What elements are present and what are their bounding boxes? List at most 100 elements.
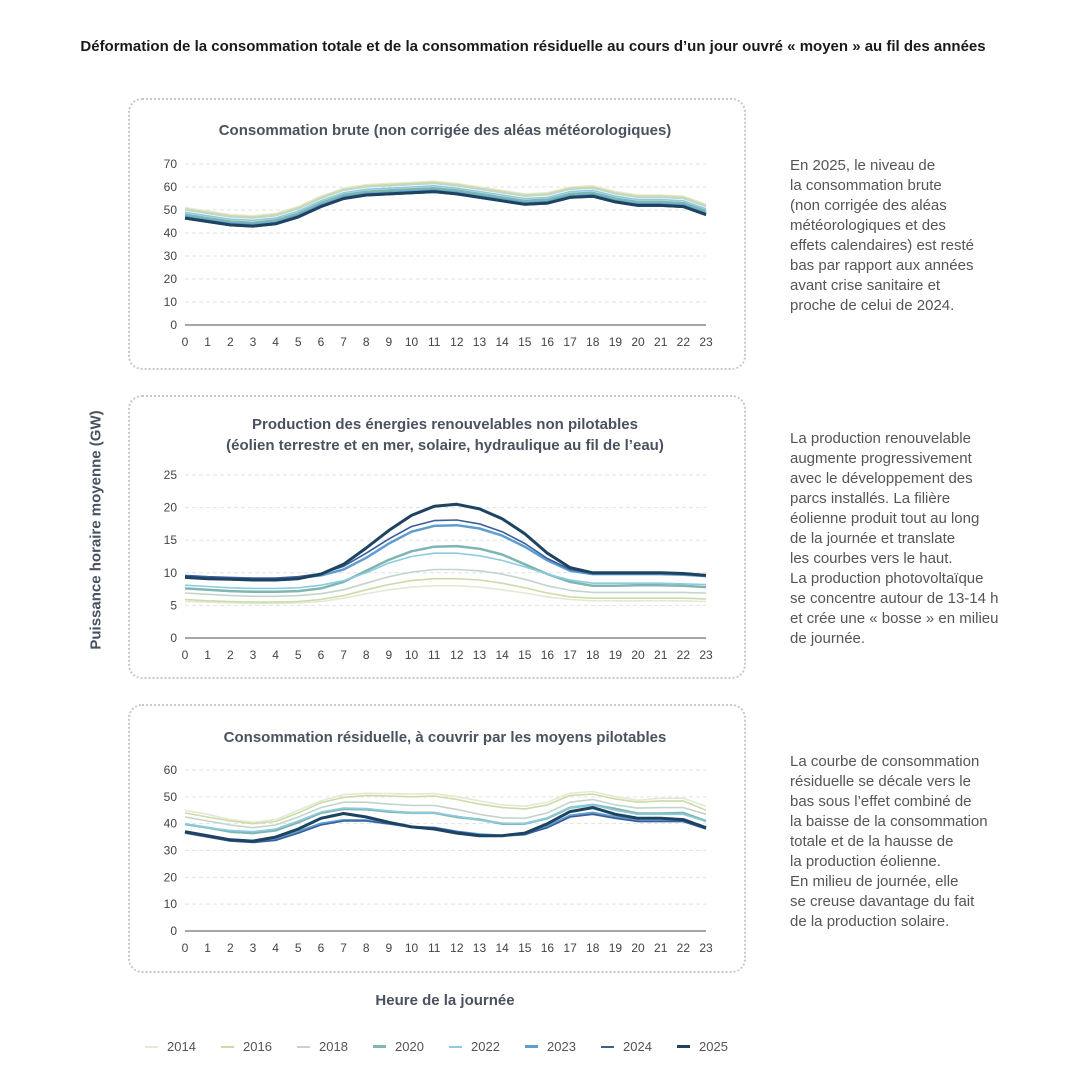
x-tick-label: 11	[428, 648, 441, 662]
x-tick-label: 11	[428, 335, 441, 349]
series-line-2025	[184, 806, 707, 843]
x-tick-label: 20	[631, 335, 645, 349]
series-line-2022	[184, 804, 707, 833]
legend-swatch	[525, 1045, 538, 1048]
legend-item-2018: 2018	[297, 1039, 373, 1054]
note-residual: La courbe de consommation résiduelle se …	[790, 753, 988, 930]
x-tick-label: 5	[295, 941, 302, 955]
x-tick-label: 14	[495, 335, 509, 349]
y-tick-label: 10	[164, 566, 178, 580]
y-tick-label: 25	[164, 468, 178, 482]
x-tick-label: 11	[428, 941, 441, 955]
x-tick-label: 3	[250, 941, 257, 955]
x-tick-label: 4	[272, 941, 279, 955]
x-tick-label: 22	[677, 335, 691, 349]
x-tick-label: 16	[541, 335, 555, 349]
series-line-2022	[184, 185, 707, 222]
x-axis-label: Heure de la journée	[375, 992, 515, 1009]
y-tick-label: 60	[164, 180, 178, 194]
x-tick-label: 16	[541, 648, 555, 662]
legend-item-2020: 2020	[373, 1039, 449, 1054]
x-tick-label: 15	[518, 335, 532, 349]
x-tick-label: 5	[295, 648, 302, 662]
x-tick-label: 10	[405, 335, 419, 349]
legend-item-2025: 2025	[677, 1039, 753, 1054]
legend-item-2014: 2014	[145, 1039, 221, 1054]
x-tick-label: 20	[631, 648, 645, 662]
x-tick-label: 19	[609, 941, 623, 955]
y-tick-label: 40	[164, 817, 178, 831]
x-tick-label: 13	[473, 648, 487, 662]
x-tick-label: 21	[654, 648, 668, 662]
x-tick-label: 21	[654, 335, 668, 349]
y-tick-label: 20	[164, 870, 178, 884]
note-brute: En 2025, le niveau de la consommation br…	[790, 157, 974, 314]
x-tick-label: 10	[405, 648, 419, 662]
x-tick-label: 3	[250, 335, 257, 349]
legend-swatch	[221, 1045, 234, 1048]
x-tick-label: 3	[250, 648, 257, 662]
chart-panel-residual	[128, 704, 746, 973]
x-tick-label: 8	[363, 335, 370, 349]
x-tick-label: 12	[450, 335, 464, 349]
y-tick-label: 50	[164, 203, 178, 217]
x-tick-label: 18	[586, 941, 600, 955]
note-renewables: La production renouvelable augmente prog…	[790, 430, 999, 647]
x-tick-label: 13	[473, 335, 487, 349]
legend-label: 2024	[623, 1039, 652, 1054]
x-tick-label: 2	[227, 648, 234, 662]
y-tick-label: 0	[170, 631, 177, 645]
x-tick-label: 18	[586, 335, 600, 349]
x-tick-label: 12	[450, 648, 464, 662]
x-tick-label: 15	[518, 648, 532, 662]
x-tick-label: 22	[677, 648, 691, 662]
y-tick-label: 20	[164, 501, 178, 515]
x-tick-label: 1	[204, 941, 211, 955]
legend-item-2023: 2023	[525, 1039, 601, 1054]
x-tick-label: 2	[227, 941, 234, 955]
x-tick-label: 23	[699, 941, 713, 955]
series-line-2025	[184, 502, 707, 582]
x-tick-label: 19	[609, 335, 623, 349]
series-line-2022	[184, 552, 707, 590]
legend-label: 2014	[167, 1039, 196, 1054]
x-tick-label: 7	[340, 648, 347, 662]
x-tick-label: 15	[518, 941, 532, 955]
x-tick-label: 6	[318, 648, 325, 662]
x-tick-label: 21	[654, 941, 668, 955]
x-tick-label: 14	[495, 941, 509, 955]
legend-swatch	[297, 1045, 310, 1048]
y-tick-label: 40	[164, 226, 178, 240]
x-tick-label: 12	[450, 941, 464, 955]
x-tick-label: 22	[677, 941, 691, 955]
y-tick-label: 0	[170, 318, 177, 332]
x-tick-label: 14	[495, 648, 509, 662]
x-tick-label: 7	[340, 335, 347, 349]
legend-label: 2023	[547, 1039, 576, 1054]
x-tick-label: 23	[699, 648, 713, 662]
series-line-2014	[184, 790, 707, 824]
legend-swatch	[601, 1045, 614, 1048]
x-tick-label: 1	[204, 335, 211, 349]
x-tick-label: 17	[563, 941, 577, 955]
y-tick-label: 70	[164, 157, 178, 171]
x-tick-label: 19	[609, 648, 623, 662]
x-tick-label: 8	[363, 941, 370, 955]
x-tick-label: 7	[340, 941, 347, 955]
chart-title-brute: Consommation brute (non corrigée des alé…	[218, 122, 672, 139]
x-tick-label: 4	[272, 648, 279, 662]
legend-swatch	[449, 1045, 462, 1048]
x-tick-label: 4	[272, 335, 279, 349]
y-tick-label: 20	[164, 272, 178, 286]
x-tick-label: 0	[182, 941, 189, 955]
series-line-2020	[184, 544, 707, 593]
y-tick-label: 30	[164, 249, 178, 263]
chart-title-renewables: Production des énergies renouvelables no…	[226, 416, 664, 454]
chart-panel-renewables	[128, 395, 746, 679]
legend-swatch	[145, 1045, 158, 1048]
y-tick-label: 10	[164, 897, 178, 911]
x-tick-label: 9	[386, 941, 393, 955]
x-tick-label: 9	[386, 648, 393, 662]
series-line-2016	[184, 793, 707, 825]
series-line-2018	[184, 182, 707, 219]
